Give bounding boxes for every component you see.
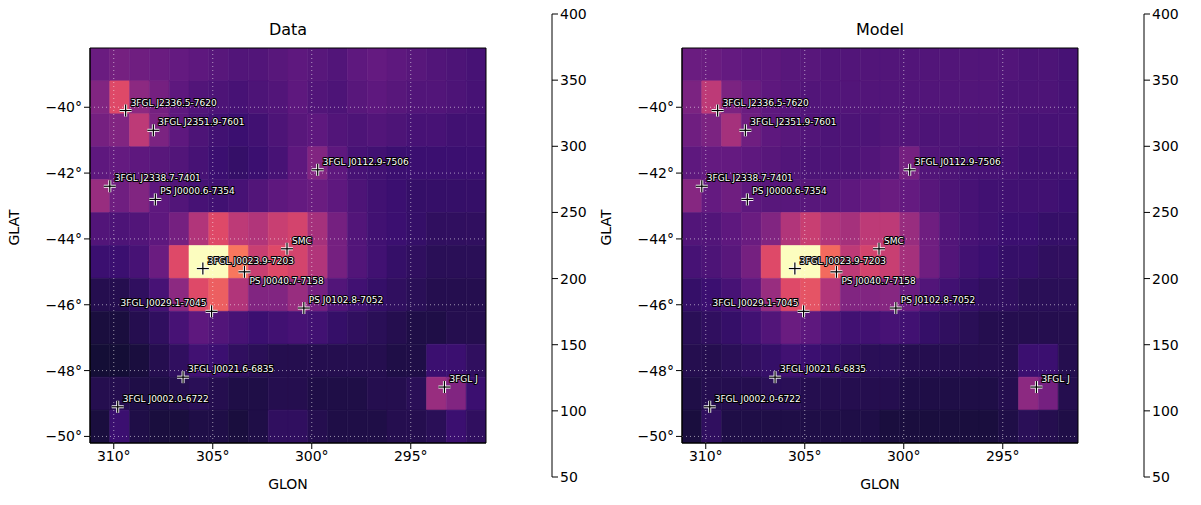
svg-text:−46°: −46° bbox=[637, 297, 674, 313]
svg-text:400: 400 bbox=[1152, 6, 1179, 22]
svg-text:3FGL J: 3FGL J bbox=[1041, 374, 1069, 384]
svg-text:SMC: SMC bbox=[292, 236, 312, 246]
svg-text:GLON: GLON bbox=[860, 476, 900, 492]
svg-text:3FGL J: 3FGL J bbox=[449, 374, 477, 384]
svg-text:3FGL J2338.7-7401: 3FGL J2338.7-7401 bbox=[115, 173, 201, 183]
svg-text:3FGL J0021.6-6835: 3FGL J0021.6-6835 bbox=[780, 364, 866, 374]
html-text:Data: Data bbox=[268, 20, 308, 39]
svg-text:PS J0102.8-7052: PS J0102.8-7052 bbox=[901, 295, 975, 305]
svg-text:3FGL J2351.9-7601: 3FGL J2351.9-7601 bbox=[750, 117, 836, 127]
svg-text:400: 400 bbox=[560, 6, 587, 22]
svg-text:50: 50 bbox=[560, 469, 578, 485]
svg-text:GLAT: GLAT bbox=[598, 209, 614, 245]
svg-text:−40°: −40° bbox=[637, 99, 674, 115]
svg-text:3FGL J0023.9-7203: 3FGL J0023.9-7203 bbox=[208, 256, 294, 266]
svg-text:−48°: −48° bbox=[45, 363, 82, 379]
svg-text:250: 250 bbox=[1152, 204, 1179, 220]
svg-text:3FGL J0023.9-7203: 3FGL J0023.9-7203 bbox=[800, 256, 886, 266]
svg-text:200: 200 bbox=[1152, 271, 1179, 287]
svg-text:3FGL J0029.1-7045: 3FGL J0029.1-7045 bbox=[121, 298, 207, 308]
svg-text:3FGL J0002.0-6722: 3FGL J0002.0-6722 bbox=[123, 394, 209, 404]
svg-text:SMC: SMC bbox=[884, 236, 904, 246]
svg-text:100: 100 bbox=[1152, 403, 1179, 419]
svg-text:305°: 305° bbox=[788, 448, 822, 464]
svg-text:310°: 310° bbox=[97, 448, 131, 464]
svg-text:−50°: −50° bbox=[637, 428, 674, 444]
svg-text:PS J0040.7-7158: PS J0040.7-7158 bbox=[841, 276, 916, 286]
svg-text:305°: 305° bbox=[196, 448, 230, 464]
svg-text:PS J0040.7-7158: PS J0040.7-7158 bbox=[249, 276, 324, 286]
svg-text:PS J0000.6-7354: PS J0000.6-7354 bbox=[160, 186, 235, 196]
svg-text:3FGL J0002.0-6722: 3FGL J0002.0-6722 bbox=[715, 394, 801, 404]
svg-text:350: 350 bbox=[560, 72, 587, 88]
svg-text:−44°: −44° bbox=[45, 231, 82, 247]
svg-text:−42°: −42° bbox=[637, 165, 674, 181]
svg-text:GLON: GLON bbox=[268, 476, 308, 492]
svg-text:295°: 295° bbox=[986, 448, 1020, 464]
svg-text:−44°: −44° bbox=[637, 231, 674, 247]
svg-text:295°: 295° bbox=[394, 448, 428, 464]
svg-text:−42°: −42° bbox=[45, 165, 82, 181]
svg-text:PS J0000.6-7354: PS J0000.6-7354 bbox=[752, 186, 827, 196]
html-text:Model: Model bbox=[856, 20, 904, 39]
svg-text:50: 50 bbox=[1152, 469, 1170, 485]
svg-text:PS J0102.8-7052: PS J0102.8-7052 bbox=[309, 295, 383, 305]
svg-text:300°: 300° bbox=[295, 448, 329, 464]
svg-text:3FGL J2336.5-7620: 3FGL J2336.5-7620 bbox=[131, 98, 217, 108]
svg-text:150: 150 bbox=[1152, 337, 1179, 353]
svg-text:3FGL J0029.1-7045: 3FGL J0029.1-7045 bbox=[713, 298, 799, 308]
svg-text:GLAT: GLAT bbox=[6, 209, 22, 245]
svg-text:3FGL J2336.5-7620: 3FGL J2336.5-7620 bbox=[723, 98, 809, 108]
svg-text:300: 300 bbox=[560, 138, 587, 154]
svg-text:−40°: −40° bbox=[45, 99, 82, 115]
svg-text:−46°: −46° bbox=[45, 297, 82, 313]
svg-text:350: 350 bbox=[1152, 72, 1179, 88]
svg-text:150: 150 bbox=[560, 337, 587, 353]
svg-text:300: 300 bbox=[1152, 138, 1179, 154]
svg-text:−48°: −48° bbox=[637, 363, 674, 379]
svg-text:3FGL J0112.9-7506: 3FGL J0112.9-7506 bbox=[323, 157, 409, 167]
svg-text:300°: 300° bbox=[887, 448, 921, 464]
svg-text:3FGL J2338.7-7401: 3FGL J2338.7-7401 bbox=[707, 173, 793, 183]
svg-text:3FGL J0021.6-6835: 3FGL J0021.6-6835 bbox=[188, 364, 274, 374]
svg-text:100: 100 bbox=[560, 403, 587, 419]
svg-text:3FGL J2351.9-7601: 3FGL J2351.9-7601 bbox=[158, 117, 244, 127]
svg-text:−50°: −50° bbox=[45, 428, 82, 444]
svg-text:200: 200 bbox=[560, 271, 587, 287]
svg-text:310°: 310° bbox=[689, 448, 723, 464]
svg-text:250: 250 bbox=[560, 204, 587, 220]
svg-text:3FGL J0112.9-7506: 3FGL J0112.9-7506 bbox=[915, 157, 1001, 167]
